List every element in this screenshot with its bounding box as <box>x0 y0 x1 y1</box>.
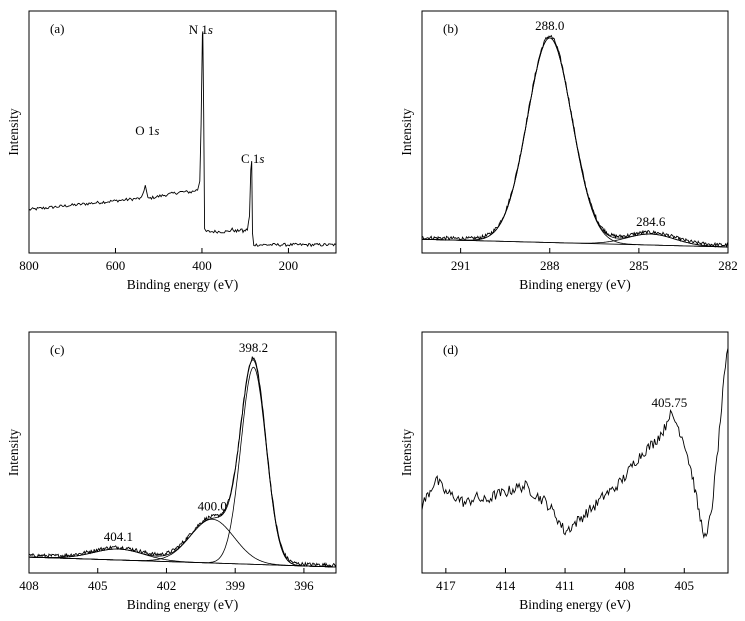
plot-frame <box>28 10 337 254</box>
plot-frame <box>421 10 729 254</box>
fit-component <box>422 37 728 248</box>
plot-frame <box>28 331 337 574</box>
x-tick-label: 399 <box>225 578 245 593</box>
x-tick-label: 200 <box>279 258 299 273</box>
x-tick-label: 282 <box>718 258 738 273</box>
spectrum-trace <box>28 356 337 568</box>
peak-label: N 1s <box>189 22 213 37</box>
x-tick-label: 405 <box>675 578 695 593</box>
x-tick-label: 402 <box>157 578 177 593</box>
x-tick-label: 408 <box>19 578 39 593</box>
x-tick-label: 600 <box>106 258 126 273</box>
fit-envelope <box>29 359 336 568</box>
x-tick-label: 400 <box>192 258 212 273</box>
panel-tag: (b) <box>443 21 458 36</box>
panel-tag: (c) <box>50 342 64 357</box>
fit-component <box>28 518 336 568</box>
x-tick-label: 405 <box>88 578 108 593</box>
peak-label: O 1s <box>135 123 159 138</box>
plot-frame <box>421 331 729 574</box>
x-tick-label: 414 <box>496 578 516 593</box>
fit-envelope <box>422 37 728 248</box>
peak-label: 284.6 <box>636 214 666 229</box>
panel-2: 408 405 402 399 396 Binding energy (eV) Intens… <box>6 331 337 612</box>
y-axis-label: Intensity <box>399 108 414 155</box>
x-axis-label: Binding energy (eV) <box>519 277 630 292</box>
x-tick-label: 411 <box>556 578 575 593</box>
x-axis-label: Binding energy (eV) <box>519 597 630 612</box>
y-axis-label: Intensity <box>6 429 21 476</box>
x-tick-label: 285 <box>629 258 649 273</box>
x-axis-label: Binding energy (eV) <box>127 277 238 292</box>
panel-tag: (a) <box>50 21 64 36</box>
peak-label: 398.2 <box>239 340 268 355</box>
spectrum-trace <box>28 31 337 248</box>
x-tick-label: 396 <box>294 578 314 593</box>
x-axis-label: Binding energy (eV) <box>127 597 238 612</box>
peak-label: C 1s <box>241 151 264 166</box>
panel-1: 291 288 285 282 Binding energy (eV) Intensity… <box>399 10 738 292</box>
spectrum-trace <box>421 347 729 539</box>
panel-3: 417 414 411 408 405 Binding energy (eV) Intens… <box>399 331 729 612</box>
x-tick-label: 288 <box>540 258 560 273</box>
peak-label: 405.75 <box>652 395 688 410</box>
x-tick-label: 417 <box>436 578 456 593</box>
peak-label: 288.0 <box>535 18 564 33</box>
x-tick-label: 800 <box>19 258 39 273</box>
panel-0: 800 600 400 200 Binding energy (eV) Intensity… <box>6 10 337 292</box>
peak-label: 404.1 <box>104 529 133 544</box>
x-tick-label: 291 <box>451 258 471 273</box>
y-axis-label: Intensity <box>399 429 414 476</box>
fit-component <box>29 548 336 568</box>
peak-label: 400.0 <box>198 498 227 513</box>
spectrum-trace <box>421 34 729 249</box>
fit-component <box>28 366 336 568</box>
panel-tag: (d) <box>443 342 458 357</box>
y-axis-label: Intensity <box>6 108 21 155</box>
x-tick-label: 408 <box>615 578 635 593</box>
